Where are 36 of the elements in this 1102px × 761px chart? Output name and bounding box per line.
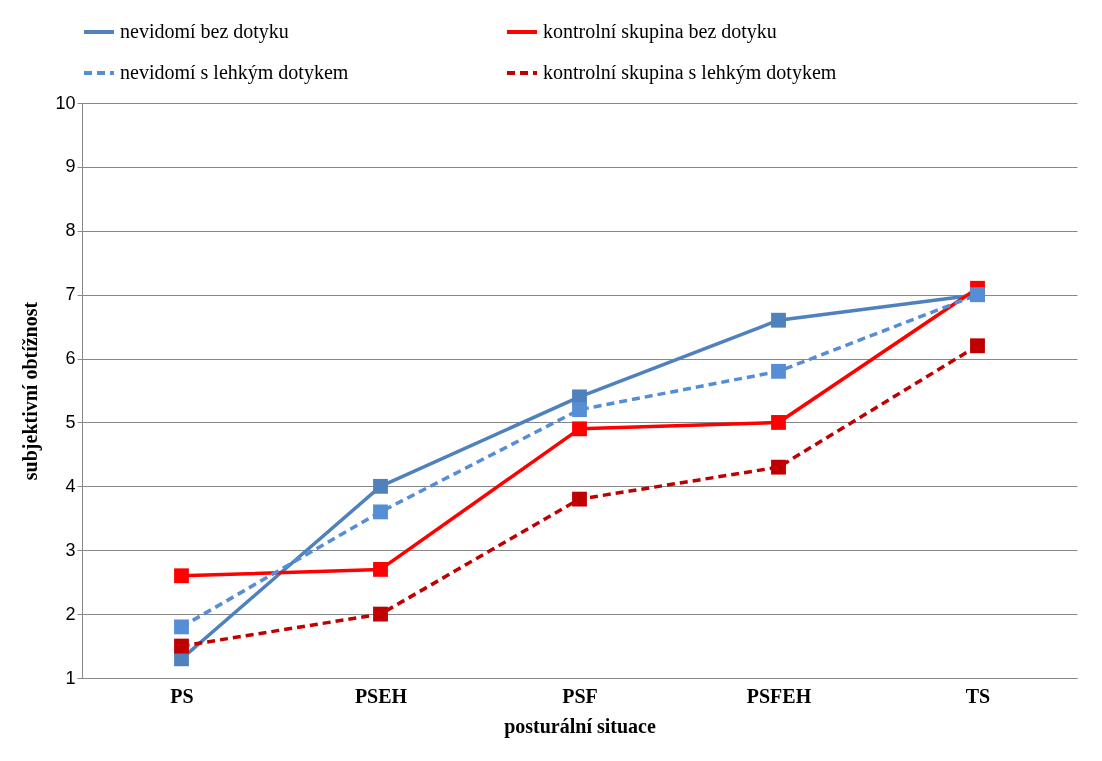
point: [174, 568, 189, 584]
y-tick-label: 9: [65, 156, 76, 177]
legend-label: nevidomí bez dotyku: [120, 20, 289, 43]
point: [373, 504, 388, 520]
x-tick-label: PSEH: [354, 684, 408, 707]
point: [572, 402, 587, 418]
point: [373, 561, 388, 577]
point: [970, 338, 985, 354]
y-tick-label: 2: [65, 603, 76, 624]
x-tick-label: PSFEH: [746, 684, 812, 707]
y-tick-label: 4: [65, 475, 76, 496]
y-tick-label: 7: [65, 284, 76, 305]
x-tick-label: TS: [965, 684, 991, 707]
y-tick-label: 1: [65, 667, 76, 688]
point: [174, 619, 189, 635]
point: [771, 312, 786, 328]
point: [373, 478, 388, 494]
point: [572, 421, 587, 437]
legend-label: kontrolní skupina s lehkým dotykem: [543, 61, 837, 84]
point: [771, 459, 786, 475]
y-tick-label: 10: [55, 92, 76, 113]
point: [373, 606, 388, 622]
x-axis-title: posturální situace: [504, 714, 656, 738]
point: [771, 363, 786, 379]
point: [174, 638, 189, 654]
y-tick-label: 3: [65, 539, 76, 560]
y-tick-label: 6: [65, 348, 76, 369]
x-tick-label: PS: [170, 684, 194, 707]
point: [572, 491, 587, 507]
legend-label: kontrolní skupina bez dotyku: [543, 20, 777, 43]
y-tick-label: 8: [65, 220, 76, 241]
point: [771, 415, 786, 430]
y-axis-title: subjektivní obtížnost: [19, 301, 43, 481]
legend-label: nevidomí s lehkým dotykem: [120, 61, 349, 84]
y-tick-label: 5: [65, 411, 76, 432]
x-tick-label: PSF: [562, 684, 598, 707]
